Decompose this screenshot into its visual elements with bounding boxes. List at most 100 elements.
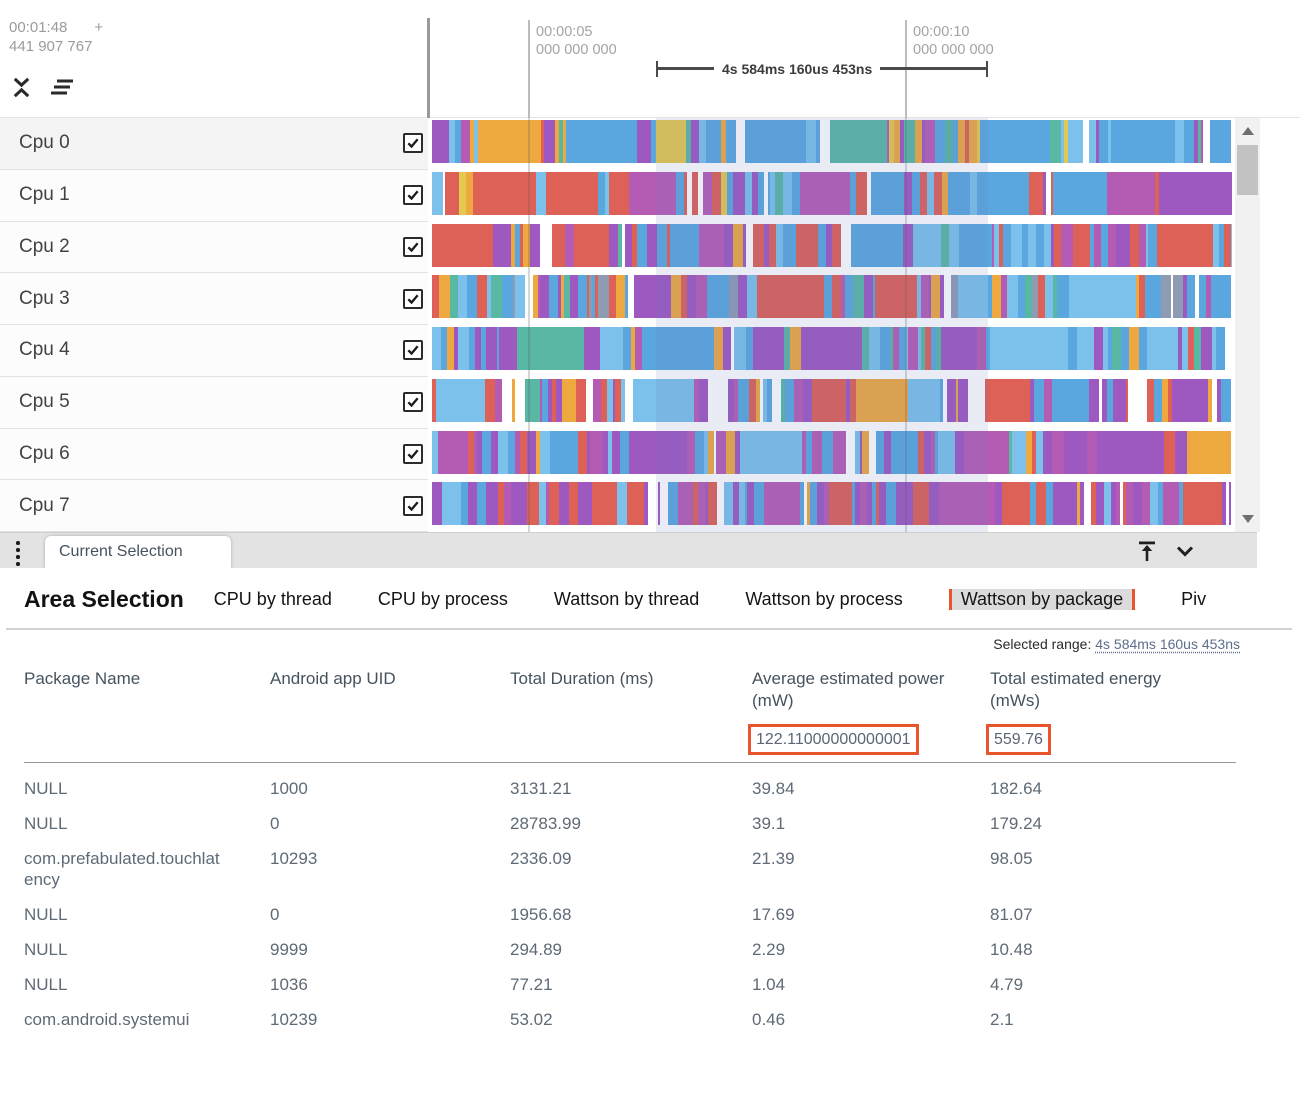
time-origin-label: 00:01:48 bbox=[9, 19, 68, 36]
track-checkbox[interactable] bbox=[403, 443, 423, 464]
wattson-by-package-table: Package Name Android app UID Total Duratio… bbox=[24, 668, 1240, 1037]
table-cell: 0 bbox=[270, 905, 280, 924]
track-label[interactable]: Cpu 3 bbox=[0, 273, 428, 325]
track-checkbox[interactable] bbox=[403, 340, 423, 361]
detail-tabs: CPU by thread CPU by process Wattson by th… bbox=[214, 589, 1206, 610]
track-label[interactable]: Cpu 2 bbox=[0, 221, 428, 274]
scrollbar-thumb[interactable] bbox=[1237, 145, 1258, 195]
kebab-menu-icon[interactable] bbox=[14, 539, 22, 568]
track-checkbox[interactable] bbox=[403, 133, 423, 154]
scrollbar-down-button[interactable] bbox=[1235, 508, 1260, 530]
detail-tab-wattson-by-thread[interactable]: Wattson by thread bbox=[553, 589, 700, 609]
table-row: NULL 9999 294.89 2.29 10.48 bbox=[24, 932, 1240, 967]
detail-tab-cpu-by-process[interactable]: CPU by process bbox=[377, 589, 508, 609]
table-cell: 1956.68 bbox=[510, 905, 572, 924]
track-label[interactable]: Cpu 0 bbox=[0, 118, 428, 170]
table-cell: 4.79 bbox=[990, 975, 1024, 994]
timeline-origin: 00:01:48 + 441 907 767 bbox=[9, 18, 103, 56]
track-timeline[interactable] bbox=[432, 378, 1232, 422]
track-label[interactable]: Cpu 1 bbox=[0, 169, 428, 222]
table-cell: 98.05 bbox=[990, 849, 1033, 868]
table-row: NULL 1036 77.21 1.04 4.79 bbox=[24, 967, 1240, 1002]
table-divider bbox=[24, 762, 1236, 763]
table-cell: NULL bbox=[24, 975, 68, 994]
gridline-timestamp-5s: 00:00:05 000 000 000 bbox=[536, 24, 617, 58]
track-timeline[interactable] bbox=[432, 430, 1232, 474]
track-timeline[interactable] bbox=[432, 482, 1232, 526]
selected-range: Selected range: 4s 584ms 160us 453ns bbox=[0, 636, 1240, 652]
track-row: Cpu 0 bbox=[0, 118, 1300, 170]
table-cell: NULL bbox=[24, 814, 68, 833]
track-checkbox[interactable] bbox=[403, 185, 423, 206]
table-cell: 1036 bbox=[270, 975, 308, 994]
clear-all-icon[interactable] bbox=[49, 76, 75, 99]
column-header-package-name: Package Name bbox=[24, 669, 141, 688]
table-cell: 81.07 bbox=[990, 905, 1033, 924]
track-label[interactable]: Cpu 5 bbox=[0, 376, 428, 429]
table-cell: 39.84 bbox=[752, 779, 795, 798]
table-row: NULL 0 28783.99 39.1 179.24 bbox=[24, 806, 1240, 841]
track-timeline[interactable] bbox=[432, 327, 1232, 370]
chevron-down-icon[interactable] bbox=[1173, 539, 1197, 563]
track-row: Cpu 5 bbox=[0, 376, 1300, 429]
table-cell: 0.46 bbox=[752, 1010, 786, 1029]
span-marker-label: 4s 584ms 160us 453ns bbox=[722, 60, 873, 77]
ruler-edge-line bbox=[427, 18, 430, 118]
track-label[interactable]: Cpu 6 bbox=[0, 428, 428, 481]
table-cell: 28783.99 bbox=[510, 814, 581, 833]
unfold-less-icon[interactable] bbox=[10, 76, 33, 99]
detail-tab-wattson-by-package[interactable]: Wattson by package bbox=[948, 589, 1136, 610]
tracks-scrollbar[interactable] bbox=[1235, 118, 1260, 532]
table-cell: 3131.21 bbox=[510, 779, 572, 798]
table-cell: 53.02 bbox=[510, 1010, 553, 1029]
track-name-label: Cpu 2 bbox=[19, 235, 70, 257]
selected-range-label: Selected range: bbox=[993, 636, 1092, 652]
table-row: com.android.systemui 10239 53.02 0.46 2.1 bbox=[24, 1002, 1240, 1037]
track-label[interactable]: Cpu 4 bbox=[0, 325, 428, 377]
table-cell: 10239 bbox=[270, 1010, 318, 1029]
table-cell: 2336.09 bbox=[510, 849, 572, 868]
table-cell: 294.89 bbox=[510, 940, 562, 959]
track-name-label: Cpu 7 bbox=[19, 494, 70, 516]
track-label[interactable]: Cpu 7 bbox=[0, 480, 428, 532]
selection-span-marker[interactable]: 4s 584ms 160us 453ns bbox=[656, 60, 988, 77]
column-header-average-estimated-power-mw-: Average estimated power (mW) bbox=[752, 669, 945, 710]
table-cell: 0 bbox=[270, 814, 280, 833]
scroll-up-arrow-icon bbox=[1241, 127, 1254, 135]
table-body: NULL 1000 3131.21 39.84 182.64 NULL 0 28783.99 3… bbox=[24, 771, 1240, 1037]
track-checkbox[interactable] bbox=[403, 236, 423, 257]
track-timeline[interactable] bbox=[432, 223, 1232, 267]
detail-tab-wattson-by-process[interactable]: Wattson by process bbox=[745, 589, 903, 609]
vertical-align-top-icon[interactable] bbox=[1135, 539, 1159, 563]
selected-range-value-link[interactable]: 4s 584ms 160us 453ns bbox=[1095, 636, 1240, 652]
track-checkbox[interactable] bbox=[403, 495, 423, 516]
table-cell: 179.24 bbox=[990, 814, 1042, 833]
table-cell: 39.1 bbox=[752, 814, 786, 833]
table-summary-row: 122.11000000000001 559.76 bbox=[24, 724, 1240, 755]
table-cell: com.android.systemui bbox=[24, 1010, 190, 1029]
scrollbar-up-button[interactable] bbox=[1235, 120, 1260, 142]
track-timeline[interactable] bbox=[432, 171, 1232, 215]
table-cell: 77.21 bbox=[510, 975, 553, 994]
track-timeline[interactable] bbox=[432, 275, 1232, 319]
track-name-label: Cpu 4 bbox=[19, 339, 70, 361]
track-checkbox[interactable] bbox=[403, 288, 423, 309]
bottom-panel-tab-bar: Current Selection bbox=[0, 532, 1300, 568]
track-name-label: Cpu 6 bbox=[19, 442, 70, 464]
table-cell: 9999 bbox=[270, 940, 308, 959]
detail-header-divider bbox=[6, 628, 1292, 630]
page-title: Area Selection bbox=[24, 586, 184, 612]
detail-tab-piv[interactable]: Piv bbox=[1181, 589, 1207, 609]
track-timeline[interactable] bbox=[432, 120, 1232, 163]
track-row: Cpu 6 bbox=[0, 428, 1300, 481]
detail-tab-cpu-by-thread[interactable]: CPU by thread bbox=[213, 589, 332, 609]
time-offset-label: 441 907 767 bbox=[9, 38, 93, 55]
table-cell: com.prefabulated.touchlatency bbox=[24, 849, 220, 889]
summary-total-energy-value: 559.76 bbox=[986, 724, 1051, 755]
table-cell: NULL bbox=[24, 905, 68, 924]
track-checkbox[interactable] bbox=[403, 392, 423, 413]
track-name-label: Cpu 3 bbox=[19, 287, 70, 309]
table-cell: 1000 bbox=[270, 779, 308, 798]
tab-current-selection[interactable]: Current Selection bbox=[45, 536, 231, 568]
